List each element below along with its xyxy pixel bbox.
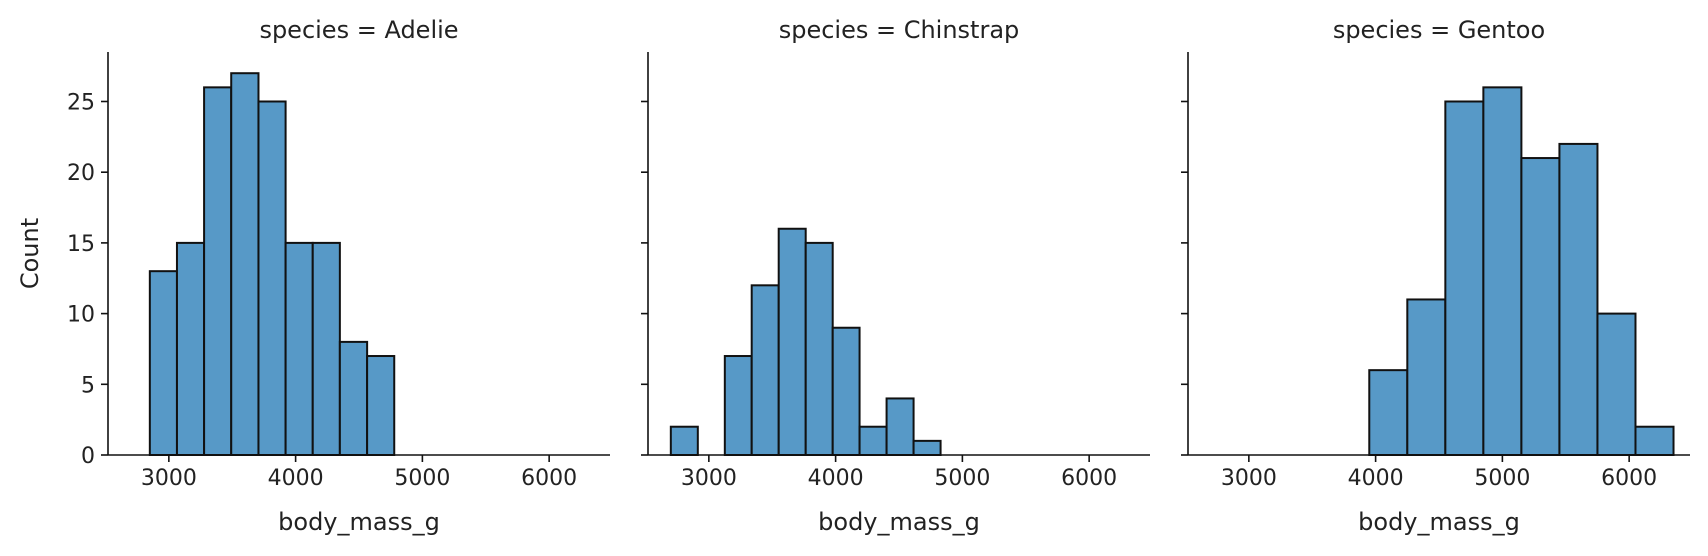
x-tick-label: 4000 [808, 466, 864, 491]
x-tick-label: 5000 [1474, 466, 1530, 491]
x-axis-label: body_mass_g [1358, 508, 1520, 536]
x-tick-label: 3000 [1221, 466, 1277, 491]
x-tick-label: 6000 [521, 466, 577, 491]
histogram-bar [366, 355, 396, 456]
histogram-bar [723, 355, 753, 456]
histogram-bar [230, 72, 260, 457]
facet-panel: 3000 4000 5000 6000 species = Gentoo body_mas… [1181, 16, 1690, 536]
x-axis-label: body_mass_g [818, 508, 980, 536]
histogram-bar [175, 241, 206, 456]
histogram-bar [777, 227, 807, 456]
x-tick-label: 6000 [1061, 466, 1117, 491]
histogram-bar [311, 241, 341, 456]
histogram-bar [148, 270, 178, 456]
histogram-bar [1406, 298, 1447, 456]
y-axis-label: Count [16, 218, 44, 289]
facet-panel: 3000 4000 5000 6000 species = Chinstrap body_… [641, 16, 1150, 536]
histogram-bar [858, 425, 888, 457]
histogram-bar [1520, 157, 1561, 457]
histogram-bar [912, 439, 942, 456]
panel-title: species = Adelie [259, 16, 458, 44]
histogram-bar [885, 397, 915, 457]
x-tick-label: 3000 [141, 466, 197, 491]
y-tick-label: 15 [67, 232, 95, 257]
x-tick-label: 3000 [681, 466, 737, 491]
y-tick-label: 0 [81, 444, 95, 469]
y-tick-label: 20 [67, 161, 95, 186]
histogram-bar [669, 425, 699, 457]
x-axis-label: body_mass_g [278, 508, 440, 536]
histogram-bar [284, 241, 314, 456]
y-tick-label: 25 [67, 90, 95, 115]
y-tick-label: 10 [67, 303, 95, 328]
x-tick-label: 4000 [268, 466, 324, 491]
panel-title: species = Chinstrap [779, 16, 1020, 44]
histogram-bar [750, 284, 780, 456]
histogram-bar [1444, 100, 1485, 457]
histogram-bar [804, 241, 834, 456]
x-tick-label: 4000 [1348, 466, 1404, 491]
histogram-bar [257, 100, 287, 457]
histogram-bar [1596, 312, 1637, 456]
facet-panels: 3000 4000 5000 6000 0 5 10 15 20 25 species = Adel… [16, 16, 1690, 536]
facet-panel: 3000 4000 5000 6000 0 5 10 15 20 25 species = Adel… [16, 16, 610, 536]
x-tick-label: 5000 [394, 466, 450, 491]
histogram-bar [338, 340, 369, 457]
x-tick-label: 5000 [934, 466, 990, 491]
histogram-bar [203, 86, 233, 456]
panel-title: species = Gentoo [1333, 16, 1545, 44]
histogram-bar [1558, 142, 1599, 456]
histogram-bar [1482, 86, 1523, 456]
histogram-bar [831, 326, 861, 456]
histogram-bar [1368, 369, 1409, 456]
y-tick-label: 5 [81, 373, 95, 398]
histogram-bar [1634, 425, 1675, 457]
x-tick-label: 6000 [1601, 466, 1657, 491]
